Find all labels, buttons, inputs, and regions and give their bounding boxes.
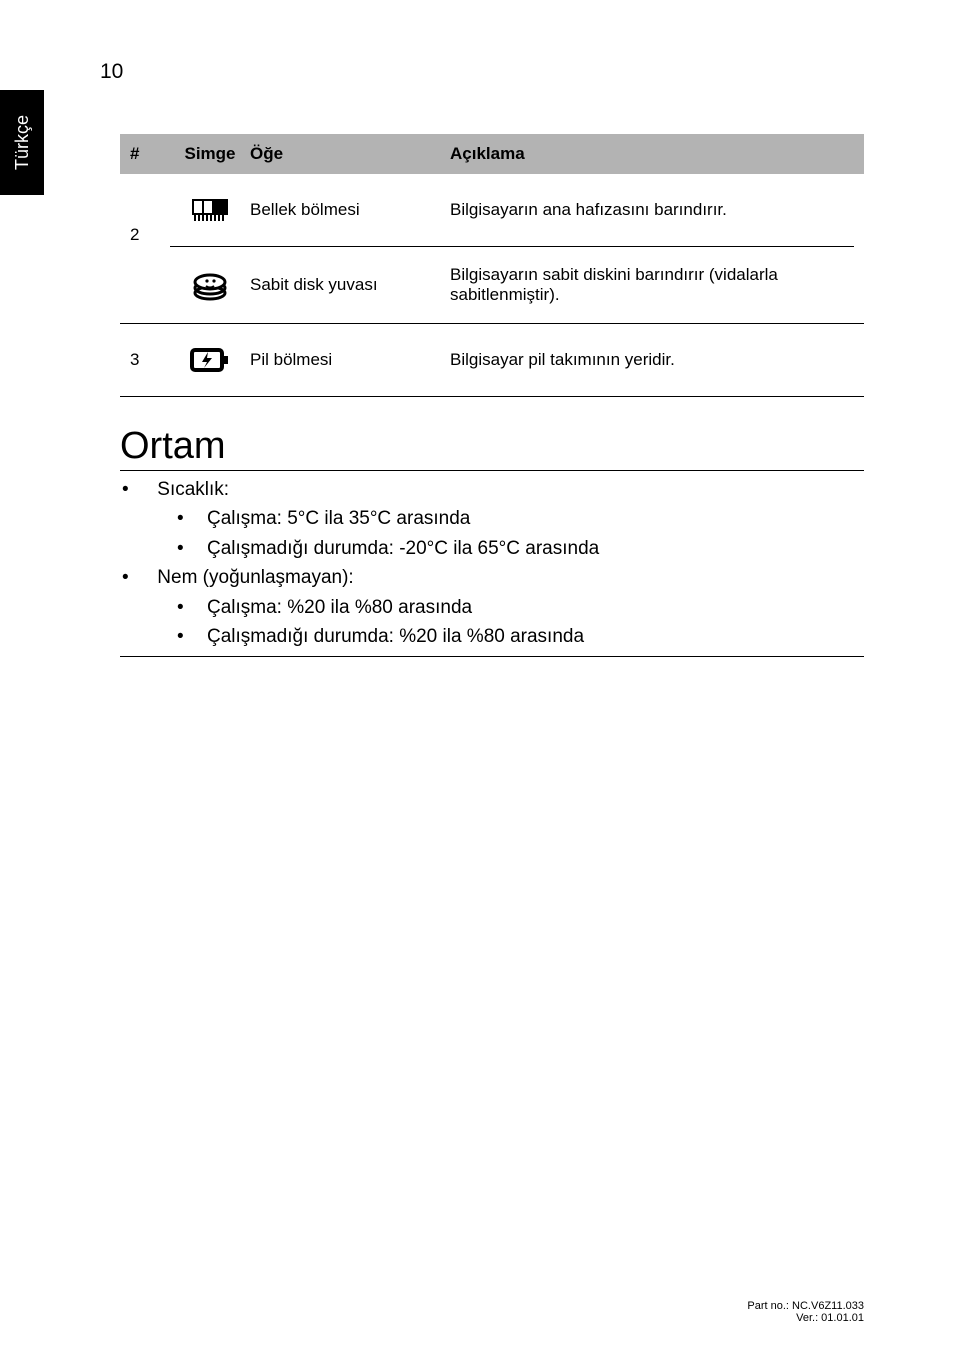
memory-icon <box>190 192 230 228</box>
env-sub-item: Çalışma: 5°C ila 35°C arasında <box>207 504 864 533</box>
th-desc: Açıklama <box>450 144 854 164</box>
page-number: 10 <box>100 60 864 84</box>
th-icon: Simge <box>170 144 250 164</box>
env-sub-list: Çalışma: 5°C ila 35°C arasında Çalışmadı… <box>152 504 864 563</box>
cell-desc: Bilgisayar pil takımının yeridir. <box>450 350 854 370</box>
table-row: Bellek bölmesi Bilgisayarın ana hafızası… <box>120 174 864 246</box>
th-num: # <box>130 144 170 164</box>
cell-item: Bellek bölmesi <box>250 200 450 220</box>
section-end-rule <box>120 656 864 657</box>
env-sub-item: Çalışmadığı durumda: %20 ila %80 arasınd… <box>207 622 864 651</box>
cell-desc: Bilgisayarın ana hafızasını barındırır. <box>450 200 854 220</box>
env-sub-item: Çalışma: %20 ila %80 arasında <box>207 593 864 622</box>
env-sub-item: Çalışmadığı durumda: -20°C ila 65°C aras… <box>207 534 864 563</box>
outer-divider <box>120 396 864 397</box>
table-header: # Simge Öğe Açıklama <box>120 134 864 174</box>
row-num: 2 <box>130 225 170 245</box>
env-item: Sıcaklık: Çalışma: 5°C ila 35°C arasında… <box>152 475 864 563</box>
footer: Part no.: NC.V6Z11.033 Ver.: 01.01.01 <box>747 1300 864 1324</box>
th-item: Öğe <box>250 144 450 164</box>
spec-table: # Simge Öğe Açıklama <box>120 134 864 397</box>
table-row: 2 Sabit disk yuvası Bilgisayarın sabit d… <box>120 247 864 323</box>
table-row: 3 Pil bölmesi Bilgisayar pil takımının y… <box>120 324 864 396</box>
language-tab-label: Türkçe <box>12 115 33 170</box>
footer-ver: Ver.: 01.01.01 <box>747 1312 864 1324</box>
env-item: Nem (yoğunlaşmayan): Çalışma: %20 ila %8… <box>152 563 864 651</box>
hdd-icon <box>190 267 230 303</box>
env-item-label: Nem (yoğunlaşmayan): <box>157 567 353 588</box>
env-item-label: Sıcaklık: <box>157 479 229 500</box>
title-rule <box>120 470 864 471</box>
battery-icon <box>190 342 230 378</box>
language-tab: Türkçe <box>0 90 44 195</box>
cell-desc: Bilgisayarın sabit diskini barındırır (v… <box>450 265 854 305</box>
cell-item: Pil bölmesi <box>250 350 450 370</box>
cell-item: Sabit disk yuvası <box>250 275 450 295</box>
row-num: 3 <box>130 350 170 370</box>
env-sub-list: Çalışma: %20 ila %80 arasında Çalışmadığ… <box>152 593 864 652</box>
section-title-ortam: Ortam <box>120 425 864 468</box>
env-list: Sıcaklık: Çalışma: 5°C ila 35°C arasında… <box>120 475 864 652</box>
footer-part: Part no.: NC.V6Z11.033 <box>747 1300 864 1312</box>
